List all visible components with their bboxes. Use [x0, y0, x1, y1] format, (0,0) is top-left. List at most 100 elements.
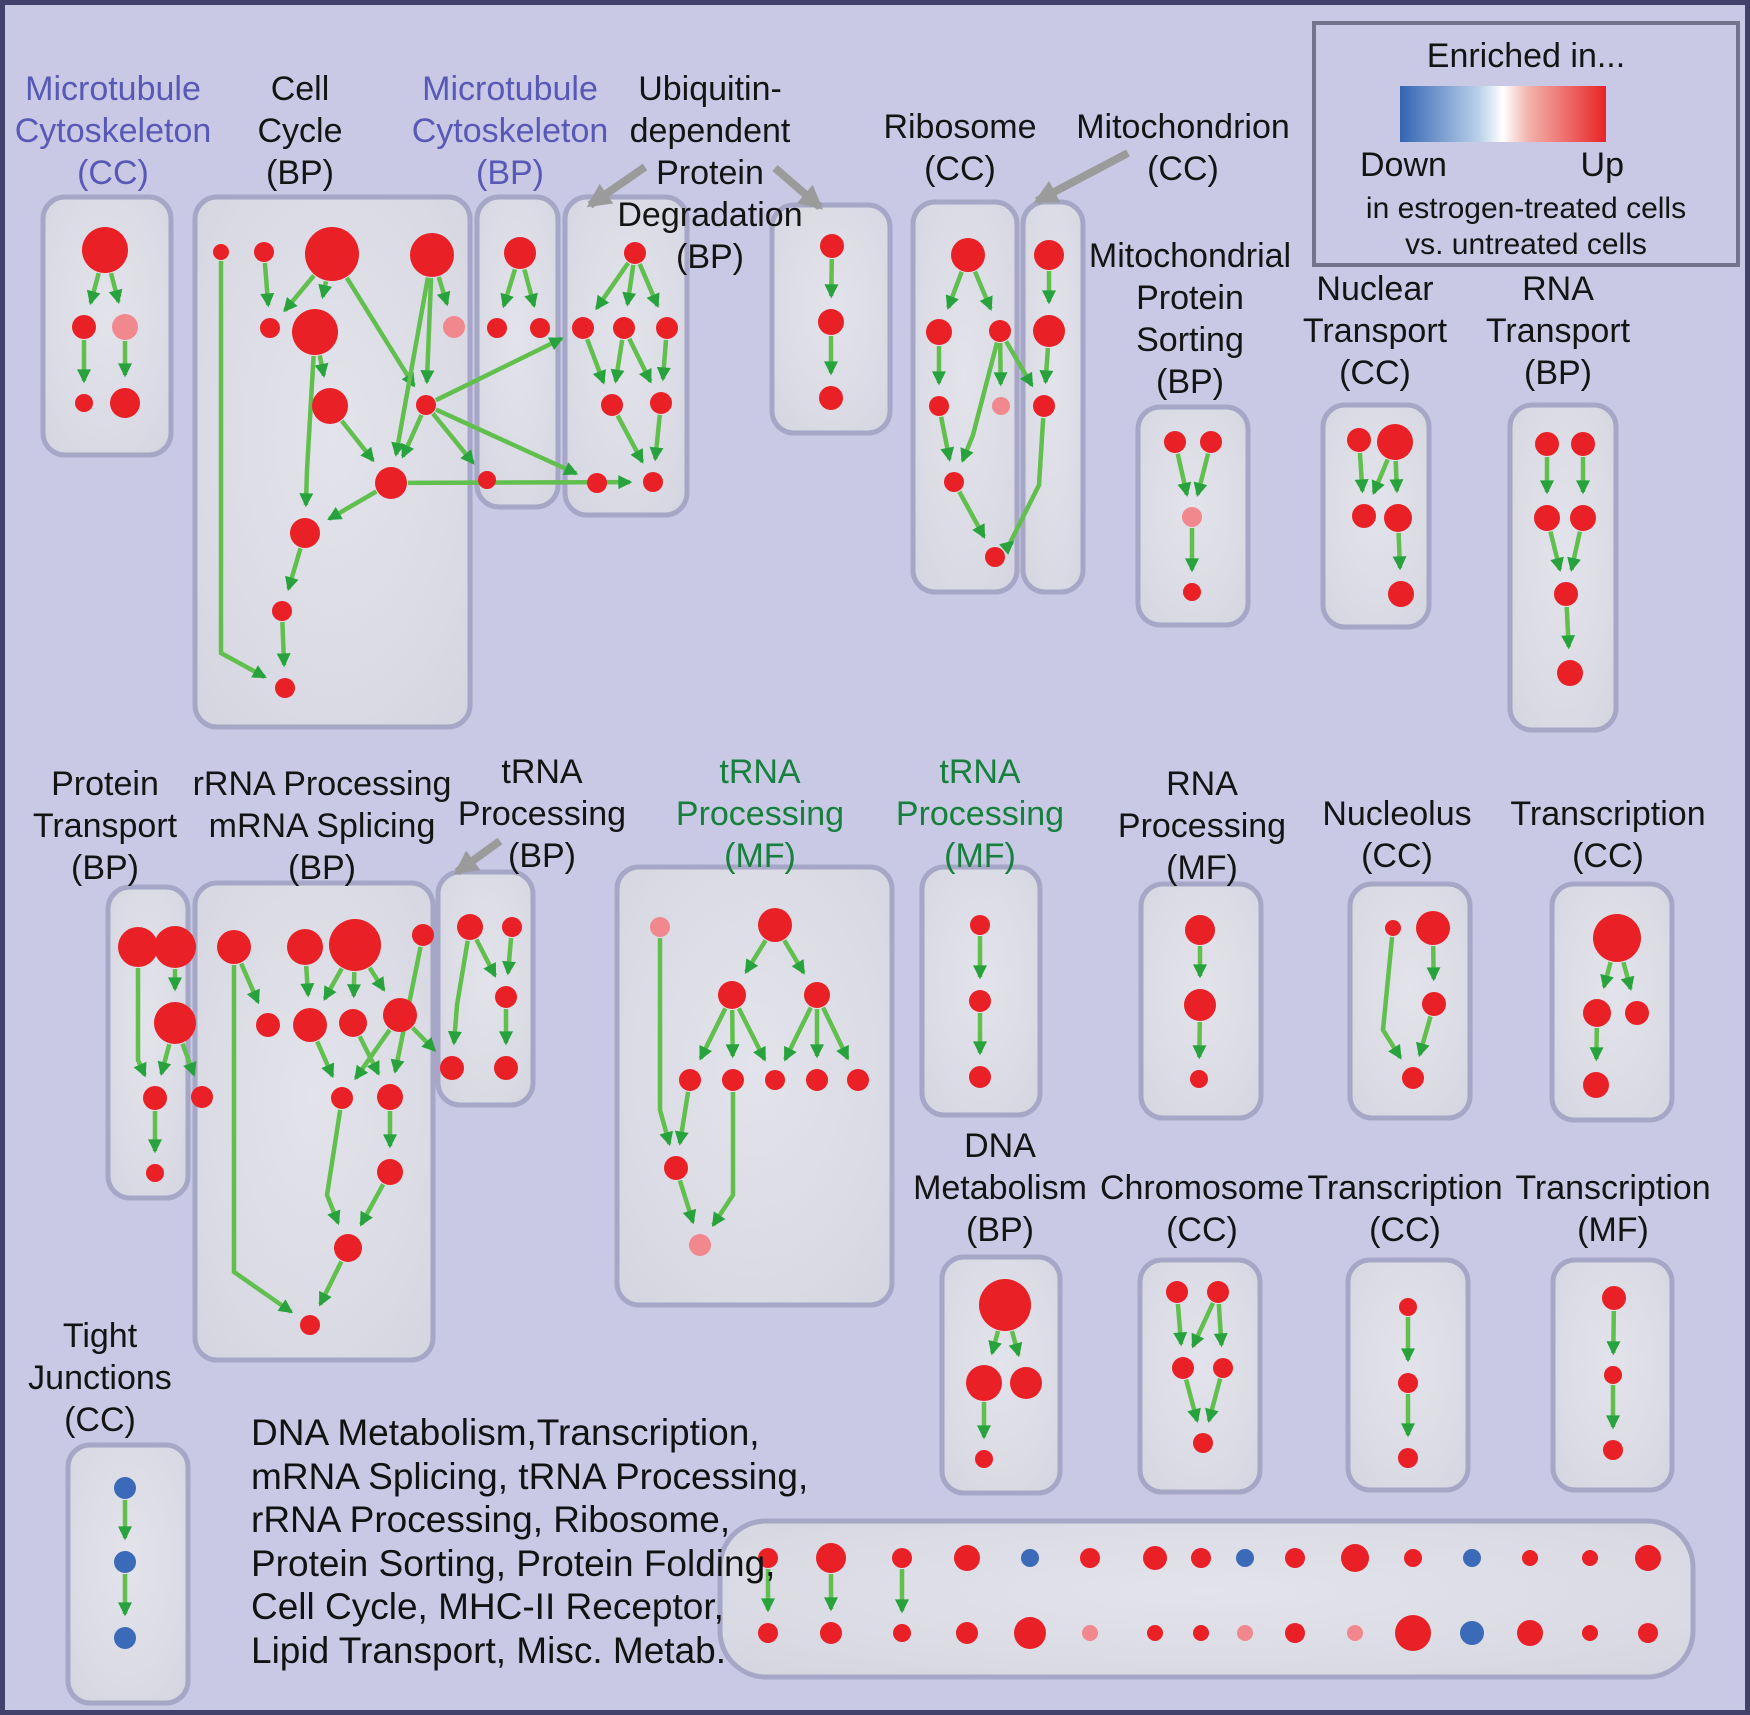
misc-box-node-b14 [1517, 1620, 1543, 1646]
mt-bp-box [474, 194, 561, 510]
transcription-cc-bot-node-b [1398, 1373, 1418, 1393]
ub1-node-d [656, 317, 678, 339]
misc-box-node-t4 [954, 1545, 980, 1571]
transcription-cc-mid-box [1549, 881, 1675, 1123]
nuclear-transport-node-b [1377, 424, 1413, 460]
edge-ub1.c-to-ub1.e [610, 339, 625, 384]
dna-metabolism-label: DNA Metabolism (BP) [913, 1127, 1087, 1249]
edge-protein-transport.c-to-rrna.K [180, 1042, 197, 1077]
edge-rrna.B-to-rrna.F [300, 965, 315, 998]
edge-cell-cycle.d-to-cell-cycle.i [420, 277, 435, 385]
rrna-node-I [331, 1087, 353, 1109]
ub1-label: Ubiquitin-dependent Protein Degradation (BP… [617, 70, 802, 276]
protein-transport-node-a [118, 927, 158, 967]
edge-cell-cycle.i-to-ub1.b [434, 336, 564, 403]
chromosome-box [1137, 1257, 1263, 1495]
ub2-node-b [818, 309, 844, 335]
edge-trna-mf-large.c-to-trna-mf-large.f [725, 1009, 740, 1059]
ribosome-node-g [985, 547, 1005, 567]
tight-junctions-label: Tight Junctions (CC) [28, 1317, 172, 1439]
trna-mf-large-node-g [765, 1070, 785, 1090]
rna-transport-node-a [1535, 432, 1559, 456]
rna-transport-node-c [1534, 505, 1560, 531]
transcription-mf-node-c [1603, 1440, 1623, 1460]
legend-gradient-bar [1400, 86, 1606, 142]
chromosome-node-a [1166, 1281, 1188, 1303]
mitochondrion-node-b [1033, 315, 1065, 347]
edge-mt-bp.a-to-mt-bp.b [500, 268, 518, 309]
rrna-node-B [287, 929, 323, 965]
edge-trna-mf-large.c-to-trna-mf-large.e [698, 1007, 728, 1061]
edge-rrna.M-to-rrna.N [318, 1260, 344, 1307]
edge-nuclear-transport.d-to-nuclear-transport.e [1392, 532, 1407, 571]
misc-box-node-t16 [1635, 1545, 1661, 1571]
edge-ub1.a-to-ub1.d [637, 263, 660, 309]
cell-cycle-node-d [410, 233, 454, 277]
edge-ribosome.d-to-ribosome.f [938, 416, 955, 462]
trna-mf-large-node-d [804, 982, 830, 1008]
pointer-arrow [772, 164, 824, 211]
protein-transport-label: Protein Transport (BP) [33, 765, 178, 887]
ub1-node-f [650, 392, 672, 414]
edge-ribosome.a-to-ribosome.b [945, 271, 964, 310]
edge-trna-mf-large.e-to-trna-mf-large.j [674, 1091, 691, 1146]
cell-cycle-node-a [213, 244, 229, 260]
edge-nuclear-transport.b-to-nuclear-transport.c [1371, 458, 1390, 496]
edge-cell-cycle.l-to-cell-cycle.m [276, 621, 291, 668]
edge-rna-processing-mf.b-to-rna-processing-mf.c [1192, 1021, 1207, 1060]
edge-transcription-mf.a-to-transcription-mf.b [1606, 1310, 1621, 1356]
edge-ribosome.c-to-ribosome.f [960, 342, 1000, 463]
transcription-cc-mid-label: Transcription (CC) [1510, 795, 1705, 875]
misc-box-node-t9 [1236, 1549, 1254, 1567]
ribosome-node-e [992, 397, 1010, 415]
edge-cell-cycle.c-to-cell-cycle.e [283, 274, 316, 313]
edge-cell-cycle.a-to-cell-cycle.m [218, 261, 267, 679]
ribosome-label: Ribosome (CC) [883, 108, 1036, 188]
trna-mf-small-label: tRNA Processing (MF) [896, 753, 1064, 875]
ub1-node-a [624, 242, 646, 264]
edge-mt-bp.a-to-mt-bp.c [522, 268, 538, 309]
mt-cc-node-e [110, 388, 140, 418]
trna-mf-large-node-c [718, 981, 746, 1009]
rrna-node-L [377, 1159, 403, 1185]
misc-annotation-text: DNA Metabolism,Transcription, mRNA Splic… [251, 1411, 808, 1672]
trna-mf-large-node-j [664, 1156, 688, 1180]
chromosome-label: Chromosome (CC) [1100, 1169, 1304, 1249]
rna-processing-mf-node-a [1185, 915, 1215, 945]
trna-mf-large-node-h [806, 1069, 828, 1091]
transcription-cc-bot-label: Transcription (CC) [1307, 1169, 1502, 1249]
edge-transcription-cc-mid.a-to-transcription-cc-mid.b [1600, 961, 1614, 990]
ribosome-node-c [989, 320, 1011, 342]
misc-box-node-b13 [1460, 1621, 1484, 1645]
edge-cell-cycle.f-to-cell-cycle.h [314, 355, 329, 378]
cell-cycle-node-e [260, 318, 280, 338]
trna-mf-large-node-i [847, 1069, 869, 1091]
mito-sorting-node-a [1164, 431, 1186, 453]
mt-cc-label: Microtubule Cytoskeleton (CC) [15, 70, 212, 192]
mt-bp-label: Microtubule Cytoskeleton (BP) [412, 70, 609, 192]
trna-bp-node-e [494, 1056, 518, 1080]
tight-junctions-node-a [114, 1477, 136, 1499]
cell-cycle-label: Cell Cycle (BP) [257, 70, 342, 192]
cell-cycle-node-h [312, 388, 348, 424]
dna-metabolism-node-a [979, 1279, 1031, 1331]
mt-cc-node-d [75, 394, 93, 412]
edge-cell-cycle.f-to-cell-cycle.k [299, 355, 316, 508]
rrna-node-D [412, 924, 434, 946]
mt-bp-node-d [478, 471, 496, 489]
ribosome-node-b [926, 319, 952, 345]
rrna-node-J [377, 1084, 403, 1110]
rrna-node-C [329, 919, 381, 971]
edge-chromosome.b-to-chromosome.c [1190, 1301, 1216, 1349]
mt-cc-node-b [72, 315, 96, 339]
ub1-node-g [587, 473, 607, 493]
misc-box-node-b15 [1582, 1625, 1598, 1641]
edge-rrna.H-to-trna-bp.d [410, 1026, 437, 1052]
misc-box-box [717, 1518, 1696, 1680]
edge-chromosome.d-to-chromosome.e [1205, 1378, 1223, 1424]
edge-cell-cycle.j-to-cell-cycle.k [327, 489, 378, 521]
trna-mf-large-node-f [722, 1069, 744, 1091]
trna-mf-large-node-b [758, 908, 792, 942]
legend-up-label: Up [1580, 146, 1624, 184]
mito-sorting-node-d [1183, 583, 1201, 601]
